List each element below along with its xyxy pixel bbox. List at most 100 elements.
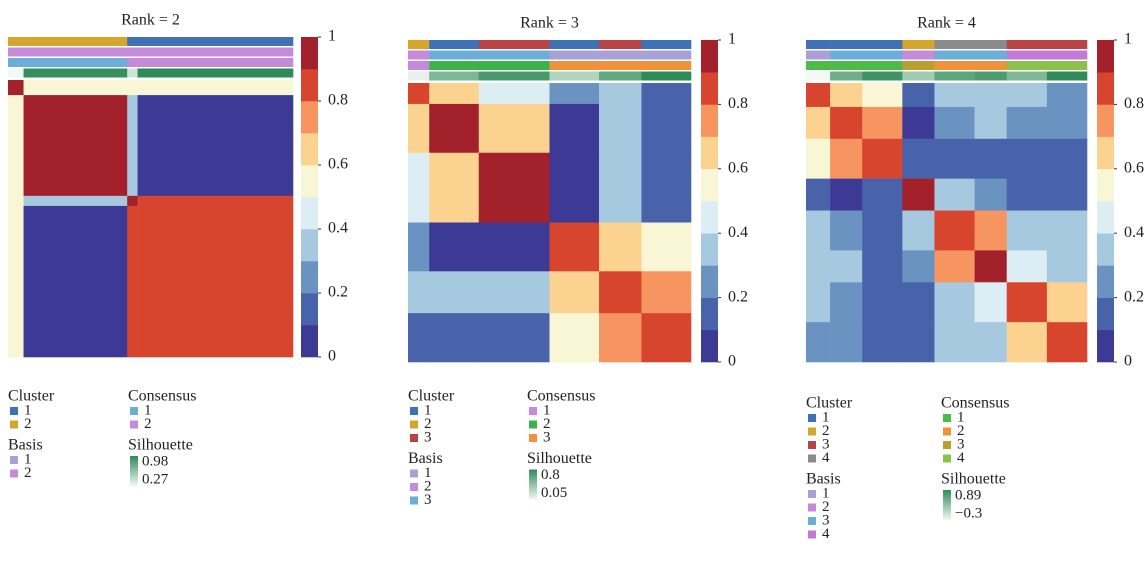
legend-label: 1 (24, 402, 32, 418)
heatmap-cell (408, 313, 430, 363)
annotation-cell (641, 61, 692, 70)
annotation-cell (549, 40, 600, 49)
heatmap-cell (641, 83, 692, 105)
annotation-cell (830, 50, 863, 60)
colorbar-tick-label: 0 (728, 353, 736, 370)
legend-swatch (410, 434, 418, 442)
annotation-cell (478, 50, 550, 60)
heatmap-cell (974, 322, 1008, 363)
colorbar-swatch (701, 233, 718, 266)
legend-swatch (808, 441, 816, 449)
annotation-cell (902, 40, 935, 49)
annotation-cell (408, 40, 430, 49)
annotation-cell (806, 50, 831, 60)
heatmap-cell (902, 106, 935, 140)
colorbar-swatch (301, 293, 318, 326)
legend-swatch (130, 420, 138, 429)
annotation-cell (127, 68, 138, 78)
legend-label: 1 (822, 485, 830, 501)
annotation-cell (599, 61, 642, 70)
silhouette-min: −0.3 (955, 505, 982, 521)
heatmap-cell (1006, 178, 1048, 211)
heatmap-cell (137, 205, 294, 358)
heatmap-cell (1006, 322, 1048, 363)
legend-title: Basis (408, 450, 443, 467)
colorbar-swatch (701, 168, 718, 202)
heatmap-cell (974, 138, 1008, 179)
annotation-cell (1006, 50, 1048, 60)
legend-swatch (808, 414, 816, 422)
heatmap-cell (934, 322, 975, 363)
heatmap-cell (934, 138, 975, 179)
colorbar-swatch (301, 165, 318, 198)
colorbar-tick-label: 0.4 (1124, 224, 1144, 241)
annotation-cell (8, 37, 24, 46)
annotation-cell (549, 71, 600, 81)
heatmap-cell (641, 103, 692, 154)
annotation-cell (830, 61, 863, 70)
annotation-cell (429, 40, 480, 49)
colorbar-tick-label: 0.4 (728, 224, 748, 241)
heatmap-cell (934, 210, 975, 251)
heatmap-cell (549, 222, 600, 272)
heatmap-cell (1046, 178, 1088, 211)
heatmap-cell (549, 103, 600, 154)
annotation-cell (137, 58, 294, 67)
legend-title: Silhouette (128, 437, 193, 454)
legend-swatch (10, 469, 18, 478)
annotation-cell (137, 47, 294, 57)
heatmap-cell (1006, 210, 1048, 251)
colorbar-swatch (1097, 40, 1114, 73)
legend-label: 3 (957, 436, 965, 452)
legend-title: Silhouette (527, 450, 592, 467)
colorbar-swatch (301, 197, 318, 230)
legend-title: Basis (8, 437, 43, 454)
panel-title: Rank = 4 (917, 15, 976, 32)
heatmap-cell (934, 106, 975, 140)
heatmap-cell (8, 195, 24, 207)
colorbar-swatch (1097, 297, 1114, 331)
legend-label: 3 (424, 492, 432, 508)
legend-swatch (410, 483, 418, 491)
heatmap-cell (806, 282, 831, 323)
heatmap-cell (127, 195, 138, 207)
heatmap-cell (862, 210, 903, 251)
heatmap-cell (830, 322, 863, 363)
silhouette-bar (529, 469, 537, 500)
annotation-cell (641, 71, 692, 81)
legend-label: 3 (543, 429, 551, 445)
colorbar-tick-label: 0.6 (728, 159, 748, 176)
heatmap-cell (934, 282, 975, 323)
heatmap-cell (830, 83, 863, 108)
heatmap-cell (902, 178, 935, 211)
silhouette-min: 0.05 (541, 485, 567, 501)
heatmap-cell (806, 106, 831, 140)
legend-swatch (10, 456, 18, 464)
legend-label: 2 (822, 499, 830, 515)
annotation-cell (1006, 40, 1048, 49)
heatmap-cell (408, 103, 430, 154)
legend-label: 2 (424, 478, 432, 494)
annotation-cell (429, 71, 480, 81)
heatmap-cell (862, 250, 903, 283)
annotation-cell (862, 71, 903, 81)
heatmap-cell (408, 83, 430, 105)
heatmap-cell (1046, 83, 1088, 108)
annotation-cell (8, 68, 24, 78)
heatmap-cell (127, 80, 138, 96)
heatmap-cell (1006, 106, 1048, 140)
heatmap-cell (429, 222, 480, 272)
colorbar-swatch (1097, 233, 1114, 266)
heatmap-cell (862, 106, 903, 140)
heatmap-cell (830, 282, 863, 323)
heatmap-cell (8, 95, 24, 197)
colorbar-swatch (301, 325, 318, 358)
heatmap-cell (599, 271, 642, 314)
heatmap-cell (1006, 138, 1048, 179)
heatmap-cell (599, 313, 642, 363)
silhouette-max: 0.98 (142, 453, 168, 469)
annotation-cell (8, 58, 24, 67)
legend-label: 1 (424, 402, 432, 418)
colorbar-tick-label: 0.6 (1124, 159, 1144, 176)
heatmap-cell (902, 138, 935, 179)
